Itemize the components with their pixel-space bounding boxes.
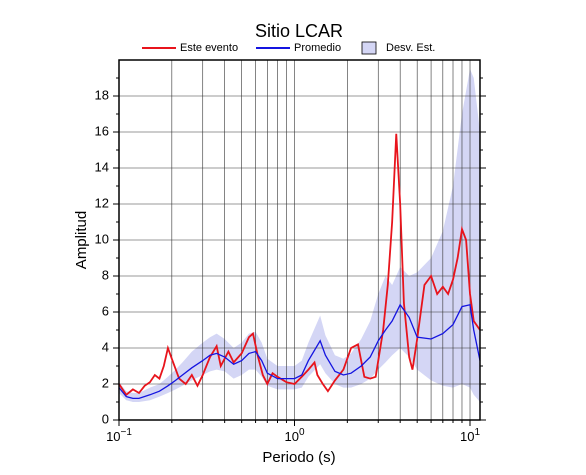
x-tick-label: 10−1 bbox=[106, 427, 132, 445]
chart-title: Sitio LCAR bbox=[255, 21, 343, 41]
x-tick-exponent: 1 bbox=[474, 427, 480, 438]
x-tick-base: 10 bbox=[106, 429, 120, 444]
x-tick-label: 100 bbox=[284, 427, 304, 445]
legend-label: Promedio bbox=[294, 42, 341, 54]
y-tick-label: 18 bbox=[95, 87, 109, 102]
y-tick-label: 16 bbox=[95, 123, 109, 138]
x-tick-base: 10 bbox=[460, 429, 474, 444]
std-band bbox=[119, 69, 480, 402]
y-tick-label: 10 bbox=[95, 231, 109, 246]
y-tick-label: 8 bbox=[102, 267, 109, 282]
series-line bbox=[118, 303, 481, 400]
legend-label: Este evento bbox=[180, 42, 238, 54]
series-line bbox=[118, 133, 481, 397]
y-axis-label: Amplitud bbox=[73, 211, 90, 269]
legend-swatch bbox=[361, 41, 377, 55]
x-tick-exponent: 0 bbox=[299, 427, 305, 438]
y-tick-label: 0 bbox=[102, 411, 109, 426]
x-axis-label: Periodo (s) bbox=[262, 449, 335, 466]
y-tick-label: 2 bbox=[102, 375, 109, 390]
x-tick-base: 10 bbox=[284, 429, 298, 444]
x-tick-label: 101 bbox=[460, 427, 480, 445]
y-tick-label: 12 bbox=[95, 195, 109, 210]
legend-label: Desv. Est. bbox=[386, 42, 435, 54]
x-tick-exponent: −1 bbox=[121, 427, 133, 438]
y-tick-label: 4 bbox=[102, 339, 109, 354]
y-tick-label: 14 bbox=[95, 159, 109, 174]
y-tick-label: 6 bbox=[102, 303, 109, 318]
